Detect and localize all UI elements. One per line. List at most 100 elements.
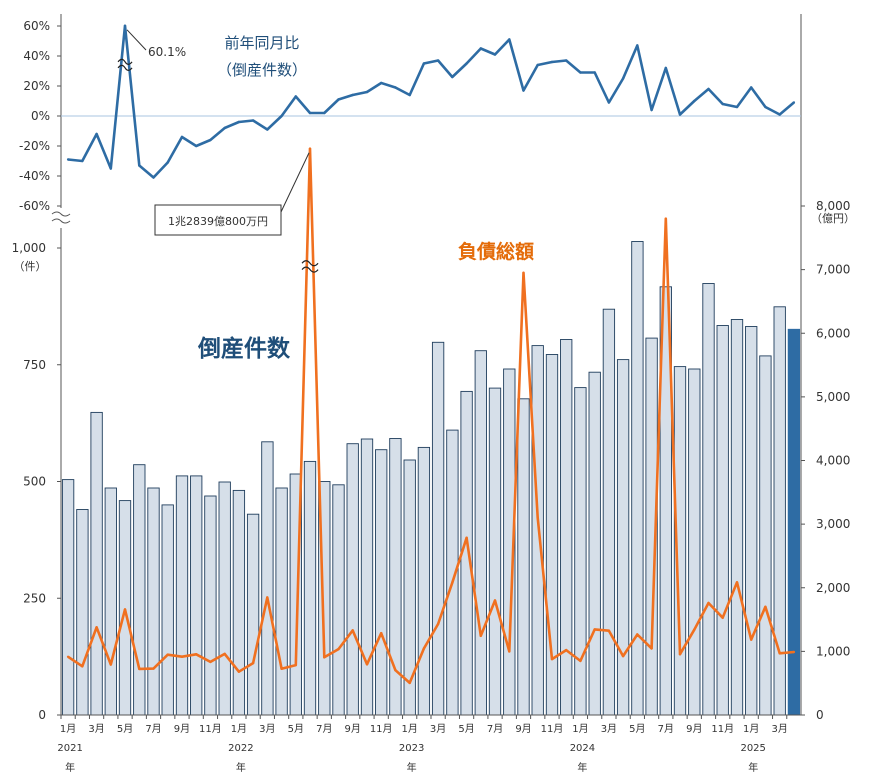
liabilities-y-tick-label: 1,000 [816, 644, 850, 658]
yoy-point [764, 105, 767, 109]
liabilities-point [508, 650, 511, 653]
liabilities-point [251, 661, 255, 665]
count-bar [702, 283, 715, 716]
total-liabilities-label: 負債総額 [458, 240, 534, 263]
liabilities-annotation-leader [280, 152, 310, 213]
x-month-label: 9月 [174, 723, 190, 735]
x-year-suffix: 年 [748, 761, 758, 774]
yoy-point [66, 158, 70, 161]
liabilities-point [95, 626, 98, 629]
count-bar [688, 368, 701, 716]
yoy-point [266, 128, 269, 131]
yoy-point [607, 101, 611, 104]
yoy-point [394, 86, 397, 89]
yoy-annotation-leader [126, 29, 147, 51]
x-month-label: 1月 [231, 723, 247, 735]
count-bar [545, 354, 559, 716]
liabilities-axis-unit: （億円） [811, 212, 855, 225]
liabilities-point [166, 653, 169, 656]
count-bar [90, 411, 103, 716]
liabilities-point [66, 655, 70, 658]
count-bar [133, 464, 146, 716]
count-bar [275, 487, 288, 716]
x-month-label: 1月 [60, 723, 76, 735]
count-bar [417, 446, 431, 716]
lines-layer [66, 24, 796, 685]
x-year-label: 2021 [57, 743, 82, 754]
liabilities-point [394, 669, 397, 672]
yoy-point [792, 101, 796, 104]
liabilities-break-mark [301, 260, 319, 273]
x-month-label: 5月 [458, 723, 474, 735]
yoy-point [109, 167, 113, 170]
liabilities-point [294, 663, 297, 667]
liabilities-point [678, 653, 682, 656]
count-bar [375, 449, 388, 716]
yoy-point [223, 126, 226, 130]
yoy-point [579, 71, 582, 74]
yoy-point [550, 60, 554, 64]
liabilities-point [664, 217, 667, 220]
count-bar [61, 479, 75, 716]
liabilities-point [579, 659, 582, 663]
yoy-point [308, 111, 312, 115]
yoy-chart-subtitle: （倒産件数） [217, 61, 307, 79]
count-bar [190, 475, 203, 716]
yoy-point [365, 90, 369, 94]
yoy-point [593, 71, 596, 74]
liabilities-point [436, 622, 440, 626]
x-month-label: 11月 [370, 723, 393, 735]
yoy-point [636, 44, 639, 47]
liabilities-point [337, 647, 340, 651]
count-bar [616, 359, 630, 716]
count-bar [403, 459, 416, 716]
liabilities-point [565, 648, 568, 652]
x-month-label: 9月 [515, 723, 531, 735]
yoy-point [678, 113, 682, 116]
axis-break-icon [51, 211, 71, 224]
x-month-label: 3月 [601, 723, 617, 735]
count-bar [431, 341, 445, 716]
x-month-label: 7月 [487, 723, 503, 735]
yoy-point [451, 75, 454, 79]
liabilities-point [280, 667, 283, 670]
x-month-label: 5月 [288, 723, 304, 735]
yoy-y-tick-label: 40% [23, 49, 50, 63]
liabilities-point [237, 670, 241, 673]
count-bar [488, 387, 502, 716]
x-year-suffix: 年 [407, 761, 417, 774]
liabilities-y-tick-label: 5,000 [816, 390, 850, 404]
yoy-point [508, 38, 511, 41]
count-bar [332, 484, 345, 716]
yoy-point [493, 53, 497, 56]
yoy-point [408, 93, 411, 97]
liabilities-point [479, 634, 482, 637]
yoy-point [778, 113, 781, 116]
x-month-label: 11月 [541, 723, 564, 735]
liabilities-point [721, 616, 724, 619]
yoy-point [251, 119, 255, 122]
count-bar [104, 487, 117, 716]
liabilities-point [465, 536, 468, 539]
x-month-label: 7月 [145, 723, 161, 735]
count-bar [175, 475, 189, 716]
axis-break-mask [55, 208, 67, 228]
x-year-suffix: 年 [236, 761, 246, 774]
liabilities-point [308, 147, 312, 150]
x-month-label: 3月 [259, 723, 275, 735]
liabilities-point [408, 681, 411, 685]
liabilities-point [750, 638, 753, 641]
x-month-label: 3月 [430, 723, 446, 735]
yoy-point [380, 81, 383, 85]
x-month-label: 1月 [572, 723, 588, 735]
count-y-tick-label: 250 [23, 591, 46, 605]
yoy-point [323, 111, 326, 115]
liabilities-y-tick-label: 6,000 [816, 326, 850, 340]
yoy-point [351, 93, 354, 97]
yoy-point [707, 87, 710, 91]
liabilities-y-tick-label: 2,000 [816, 581, 850, 595]
liabilities-point [266, 596, 269, 599]
liabilities-point [621, 654, 625, 658]
count-bar [261, 441, 274, 716]
yoy-point [693, 99, 696, 103]
